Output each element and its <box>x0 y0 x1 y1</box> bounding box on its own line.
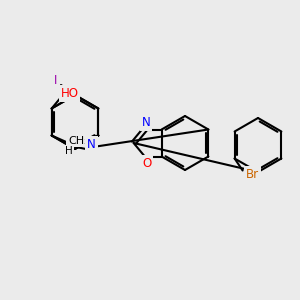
Text: O: O <box>142 157 152 170</box>
Text: Br: Br <box>246 168 259 181</box>
Text: CH₃: CH₃ <box>68 136 89 146</box>
Text: N: N <box>87 138 96 151</box>
Text: I: I <box>54 74 58 86</box>
Text: HO: HO <box>61 87 79 100</box>
Text: H: H <box>65 146 73 157</box>
Text: N: N <box>141 116 150 129</box>
